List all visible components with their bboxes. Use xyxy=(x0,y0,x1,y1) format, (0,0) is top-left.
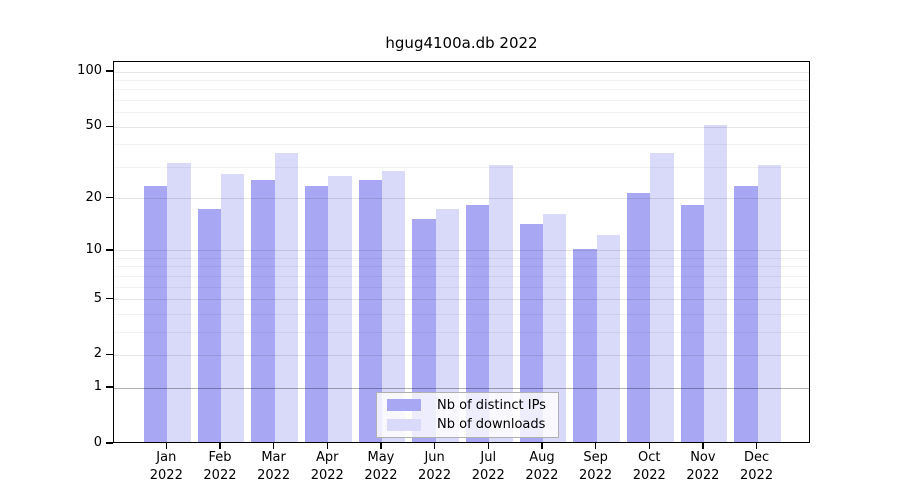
y-tick-label-5: 5 xyxy=(93,290,102,306)
chart-title: hgug4100a.db 2022 xyxy=(385,34,538,52)
y-tick-label-1: 1 xyxy=(93,379,102,395)
gridline-2 xyxy=(114,354,809,356)
y-tick-label-2: 2 xyxy=(93,346,102,362)
gridline-100 xyxy=(114,71,809,73)
gridline-10 xyxy=(114,250,809,252)
x-tick-label-oct: Oct 2022 xyxy=(632,450,666,483)
y-tick-mark-1 xyxy=(106,386,113,388)
gridline-minor-4 xyxy=(114,313,809,315)
bar-distinct-ips-jun xyxy=(412,218,436,442)
x-tick-mark-apr xyxy=(326,443,328,449)
x-tick-label-jul: Jul 2022 xyxy=(471,450,505,483)
legend-label-downloads: Nb of downloads xyxy=(437,417,546,433)
x-tick-label-feb: Feb 2022 xyxy=(203,450,237,483)
x-tick-mark-nov xyxy=(702,443,704,449)
x-tick-label-apr: Apr 2022 xyxy=(310,450,344,483)
gridline-minor-9 xyxy=(114,258,809,259)
x-tick-label-mar: Mar 2022 xyxy=(257,450,291,483)
bar-downloads-apr xyxy=(328,176,352,442)
x-tick-label-aug: Aug 2022 xyxy=(525,450,559,483)
bar-distinct-ips-sep xyxy=(573,248,597,442)
x-tick-mark-dec xyxy=(755,443,758,449)
legend-label-distinct-ips: Nb of distinct IPs xyxy=(437,397,546,413)
x-tick-mark-aug xyxy=(541,443,543,449)
gridline-1 xyxy=(114,387,809,389)
bar-downloads-sep xyxy=(596,235,620,442)
y-tick-mark-20 xyxy=(106,197,113,199)
legend-swatch-distinct-ips xyxy=(387,399,421,412)
y-tick-label-10: 10 xyxy=(85,241,102,257)
gridline-minor-60 xyxy=(114,112,809,114)
bar-distinct-ips-mar xyxy=(251,179,275,442)
x-tick-mark-may xyxy=(380,443,382,449)
x-tick-mark-jan xyxy=(165,443,167,449)
bar-downloads-may xyxy=(381,170,406,442)
bar-downloads-nov xyxy=(703,125,728,442)
bar-downloads-feb xyxy=(220,173,245,442)
bar-distinct-ips-may xyxy=(358,179,382,442)
legend: Nb of distinct IPs Nb of downloads xyxy=(376,392,559,438)
bar-downloads-jun xyxy=(435,209,459,442)
gridline-minor-90 xyxy=(114,80,809,82)
legend-swatch-downloads xyxy=(387,418,421,431)
gridline-minor-8 xyxy=(114,266,809,268)
bar-downloads-mar xyxy=(274,153,298,442)
gridline-minor-40 xyxy=(114,144,809,146)
bar-distinct-ips-jan xyxy=(144,185,168,442)
legend-item-downloads: Nb of downloads xyxy=(387,416,550,434)
bar-distinct-ips-feb xyxy=(197,209,221,442)
bar-distinct-ips-oct xyxy=(626,192,651,442)
bar-distinct-ips-dec xyxy=(734,185,758,442)
gridline-20 xyxy=(114,198,809,200)
y-tick-label-100: 100 xyxy=(77,63,102,79)
gridline-minor-80 xyxy=(114,89,809,91)
x-tick-label-dec: Dec 2022 xyxy=(740,450,774,483)
y-tick-label-0: 0 xyxy=(93,435,102,450)
bar-distinct-ips-aug xyxy=(519,223,543,442)
y-tick-label-20: 20 xyxy=(85,189,102,205)
gridline-minor-30 xyxy=(114,166,809,168)
gridline-minor-70 xyxy=(114,100,809,102)
x-tick-label-jan: Jan 2022 xyxy=(149,450,183,483)
x-tick-label-sep: Sep 2022 xyxy=(579,450,613,483)
legend-item-distinct-ips: Nb of distinct IPs xyxy=(387,396,550,414)
x-tick-mark-jun xyxy=(433,443,436,449)
y-tick-mark-100 xyxy=(106,70,113,72)
x-tick-mark-mar xyxy=(272,443,275,449)
bar-distinct-ips-jul xyxy=(465,204,490,442)
bar-downloads-aug xyxy=(542,213,567,442)
y-tick-mark-10 xyxy=(106,249,113,251)
gridline-minor-3 xyxy=(114,331,809,333)
bar-downloads-oct xyxy=(650,153,674,442)
gridline-5 xyxy=(114,299,809,301)
y-tick-mark-5 xyxy=(106,297,113,300)
x-tick-mark-feb xyxy=(219,443,221,449)
x-tick-mark-oct xyxy=(648,443,650,449)
bar-downloads-jul xyxy=(489,165,513,442)
x-tick-label-nov: Nov 2022 xyxy=(686,450,720,483)
plot-area: Nb of distinct IPs Nb of downloads xyxy=(113,61,810,443)
x-tick-mark-jul xyxy=(487,443,489,449)
y-tick-mark-0 xyxy=(106,442,113,444)
gridline-minor-7 xyxy=(114,275,809,277)
x-tick-label-jun: Jun 2022 xyxy=(418,450,452,483)
bar-distinct-ips-apr xyxy=(304,185,329,442)
bar-downloads-jan xyxy=(167,162,191,442)
x-tick-mark-sep xyxy=(594,443,597,449)
gridline-50 xyxy=(114,126,809,128)
y-tick-label-50: 50 xyxy=(85,118,102,134)
bar-downloads-dec xyxy=(757,165,781,442)
bar-distinct-ips-nov xyxy=(680,204,704,442)
gridline-minor-6 xyxy=(114,286,809,288)
y-tick-mark-50 xyxy=(106,125,113,127)
x-tick-label-may: May 2022 xyxy=(364,450,398,483)
y-tick-mark-2 xyxy=(106,353,113,356)
